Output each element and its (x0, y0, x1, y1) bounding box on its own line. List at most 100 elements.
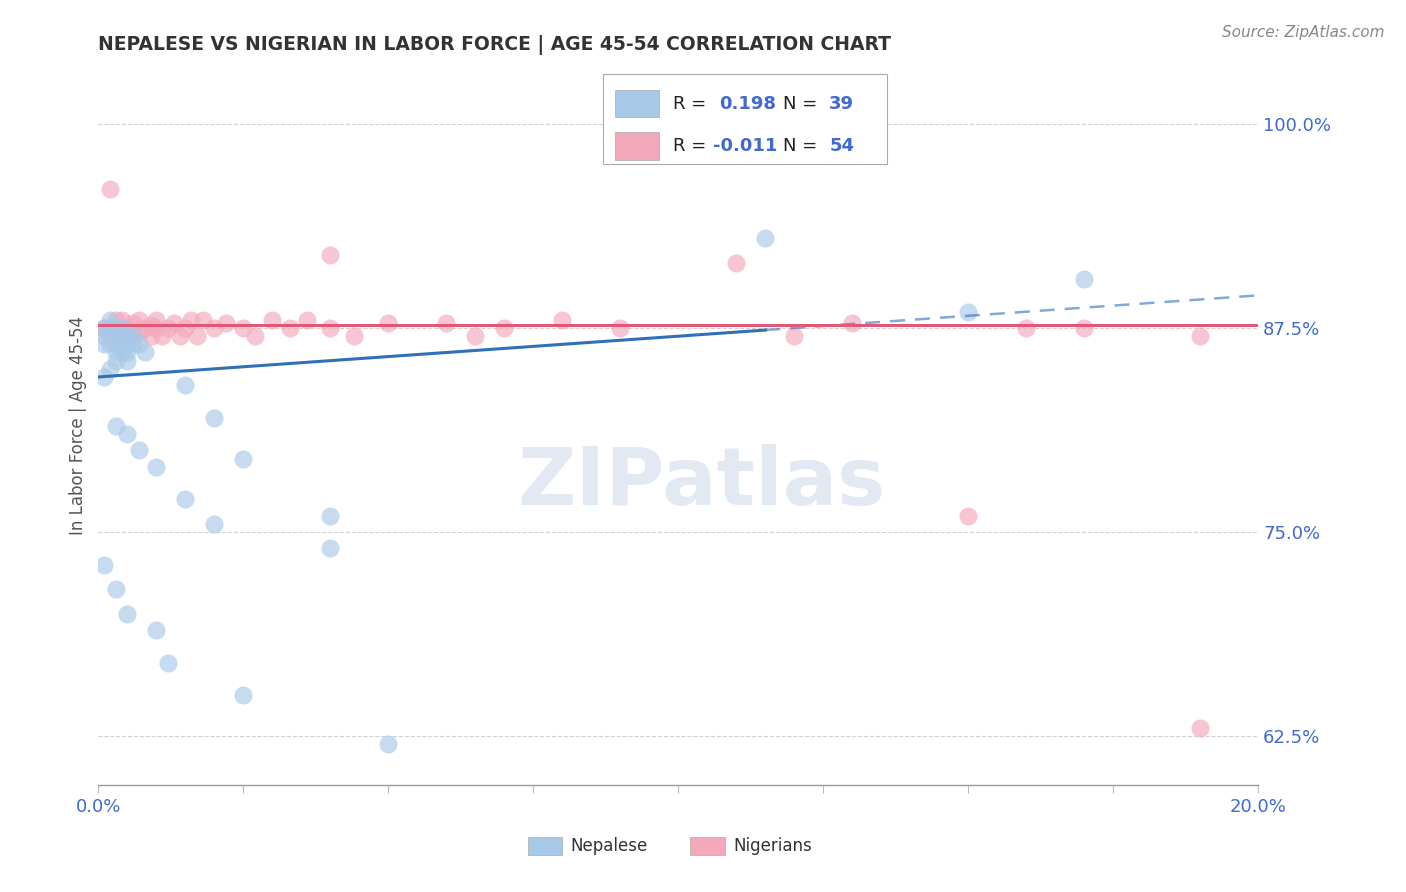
Point (377, 737, 399, 751)
Text: N =: N = (783, 136, 823, 155)
Point (98, 321, 121, 335)
Point (377, 316, 399, 330)
Point (111, 345, 132, 359)
Point (150, 329, 173, 343)
Point (297, 313, 319, 327)
Text: 39: 39 (830, 95, 855, 112)
Point (98, 182, 121, 196)
Text: ZIPatlas: ZIPatlas (517, 444, 886, 523)
Point (134, 321, 156, 335)
Point (215, 316, 238, 330)
Point (278, 321, 301, 335)
Point (243, 329, 266, 343)
Point (93, 329, 115, 343)
Point (128, 443, 150, 458)
Point (262, 313, 284, 327)
Point (122, 337, 145, 351)
Point (93, 321, 115, 335)
Point (104, 313, 127, 327)
Point (117, 321, 139, 335)
Point (957, 304, 980, 318)
Text: NEPALESE VS NIGERIAN IN LABOR FORCE | AGE 45-54 CORRELATION CHART: NEPALESE VS NIGERIAN IN LABOR FORCE | AG… (98, 35, 891, 55)
Point (117, 427, 139, 442)
Point (111, 321, 132, 335)
Point (319, 247, 342, 261)
Point (117, 353, 139, 368)
Point (104, 321, 127, 335)
Bar (614, 132, 658, 160)
Point (98, 337, 121, 351)
Point (128, 326, 150, 340)
Point (128, 337, 150, 351)
Point (1189, 329, 1212, 343)
Point (609, 321, 631, 335)
Point (139, 329, 162, 343)
Y-axis label: In Labor Force | Age 45-54: In Labor Force | Age 45-54 (69, 317, 87, 535)
Point (841, 316, 863, 330)
Point (111, 329, 132, 343)
Text: -0.011: -0.011 (713, 136, 778, 155)
Point (180, 313, 202, 327)
Point (98, 361, 121, 376)
Point (117, 329, 139, 343)
Point (1015, 321, 1038, 335)
Text: N =: N = (783, 95, 823, 112)
Point (174, 321, 197, 335)
Point (174, 492, 197, 507)
Point (104, 345, 127, 359)
Point (1073, 272, 1095, 286)
Point (104, 329, 127, 343)
Point (93, 337, 115, 351)
Point (232, 451, 254, 466)
Point (93, 558, 115, 572)
Point (163, 316, 186, 330)
Text: 0.198: 0.198 (718, 95, 776, 112)
Point (319, 321, 342, 335)
Point (117, 329, 139, 343)
Point (157, 321, 180, 335)
Point (134, 345, 156, 359)
Point (232, 688, 254, 702)
FancyBboxPatch shape (603, 74, 887, 164)
Bar (614, 90, 658, 118)
Point (191, 313, 214, 327)
Point (104, 337, 127, 351)
Point (494, 321, 516, 335)
Point (204, 410, 226, 425)
Point (169, 329, 191, 343)
Point (145, 321, 167, 335)
Point (232, 321, 254, 335)
Point (117, 337, 139, 351)
Point (551, 313, 574, 327)
Point (128, 313, 150, 327)
Point (111, 333, 132, 347)
Point (104, 418, 127, 433)
Bar (690, 838, 725, 855)
Point (145, 313, 167, 327)
Point (957, 508, 980, 523)
Point (319, 508, 342, 523)
Bar (527, 838, 562, 855)
Point (666, 117, 689, 131)
Point (204, 516, 226, 531)
Point (464, 329, 486, 343)
Point (122, 316, 145, 330)
Point (122, 329, 145, 343)
Point (1189, 721, 1212, 735)
Point (145, 623, 167, 637)
Point (725, 256, 748, 270)
Point (343, 329, 366, 343)
Point (98, 321, 121, 335)
Point (117, 607, 139, 621)
Point (122, 329, 145, 343)
Point (1073, 321, 1095, 335)
Point (436, 316, 458, 330)
Point (157, 656, 180, 670)
Point (319, 541, 342, 556)
Point (139, 318, 162, 332)
Point (754, 231, 776, 245)
Text: Source: ZipAtlas.com: Source: ZipAtlas.com (1222, 25, 1385, 40)
Text: 54: 54 (830, 136, 855, 155)
Point (104, 329, 127, 343)
Point (111, 321, 132, 335)
